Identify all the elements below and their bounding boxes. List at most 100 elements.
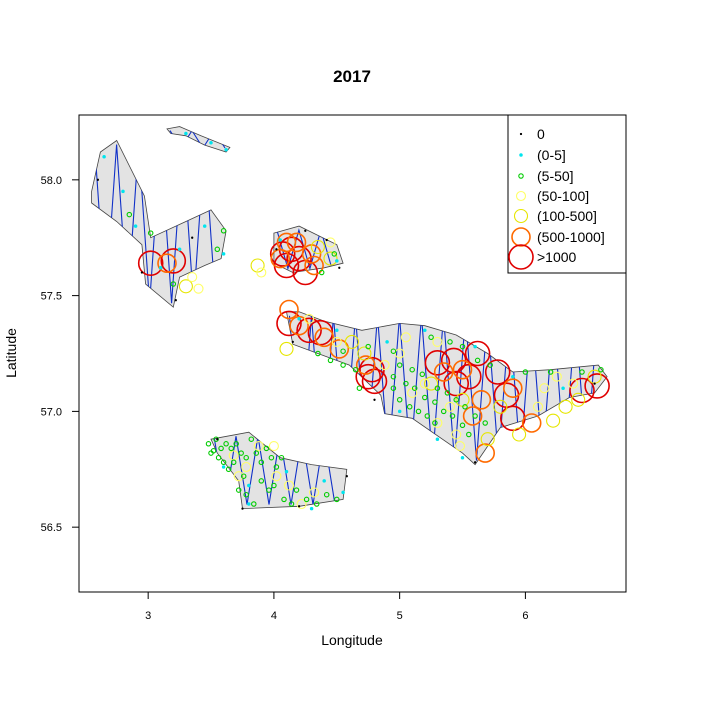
point-550 xyxy=(474,357,481,364)
point-50100 xyxy=(325,237,336,248)
point-550 xyxy=(422,394,428,401)
point-100500 xyxy=(344,334,359,349)
point-0 xyxy=(345,475,348,478)
point-550 xyxy=(240,473,247,479)
point-550 xyxy=(303,496,310,503)
point-550 xyxy=(406,404,413,410)
point-100500 xyxy=(424,376,439,391)
point-50100 xyxy=(193,283,204,294)
point-550 xyxy=(323,491,330,498)
survey-area-north-strip xyxy=(166,126,231,153)
point-550 xyxy=(147,230,154,236)
point-550 xyxy=(230,459,237,466)
point-gt1000 xyxy=(276,310,302,337)
point-50100 xyxy=(233,471,244,482)
point-05 xyxy=(221,252,226,256)
point-50100 xyxy=(187,272,198,283)
point-05 xyxy=(511,374,515,379)
legend-label-1: (0-5] xyxy=(537,147,566,163)
point-5001000 xyxy=(279,299,299,320)
point-5001000 xyxy=(270,248,291,269)
point-550 xyxy=(233,441,239,447)
legend-label-5: (500-1000] xyxy=(537,229,605,245)
point-100500 xyxy=(178,279,193,294)
point-550 xyxy=(238,450,244,456)
point-50100 xyxy=(283,480,295,491)
point-05 xyxy=(435,437,440,441)
point-0 xyxy=(96,178,100,181)
x-tick-label-6: 6 xyxy=(522,610,528,622)
point-550 xyxy=(459,343,466,350)
point-50100 xyxy=(271,471,282,482)
point-50100 xyxy=(296,498,307,510)
point-550 xyxy=(313,501,320,507)
legend-marker-0 xyxy=(519,132,523,136)
point-550 xyxy=(258,478,265,484)
point-550 xyxy=(547,369,554,375)
point-05 xyxy=(460,455,465,460)
point-5001000 xyxy=(286,232,307,253)
point-550 xyxy=(273,464,280,470)
y-tick-label-56.5: 56.5 xyxy=(41,522,62,534)
point-550 xyxy=(225,466,232,473)
point-05 xyxy=(335,259,339,263)
point-550 xyxy=(220,459,227,466)
point-550 xyxy=(453,397,459,403)
x-axis: 3 4 5 6 xyxy=(145,591,528,622)
point-0 xyxy=(373,398,376,401)
catch-points xyxy=(96,131,610,511)
point-05 xyxy=(247,502,251,506)
y-tick-label-57.5: 57.5 xyxy=(41,291,62,303)
point-550 xyxy=(223,441,229,447)
point-05 xyxy=(177,247,182,252)
point-50100 xyxy=(419,378,430,389)
legend-label-4: (100-500] xyxy=(537,208,597,224)
point-50100 xyxy=(304,313,315,324)
point-550 xyxy=(248,436,255,442)
legend-marker-4 xyxy=(513,208,529,224)
point-550 xyxy=(235,487,242,493)
point-50100 xyxy=(241,461,252,473)
point-550 xyxy=(356,385,363,391)
x-tick-label-5: 5 xyxy=(397,610,403,622)
point-550 xyxy=(271,482,277,489)
point-gt1000 xyxy=(137,250,164,277)
point-550 xyxy=(444,390,451,396)
legend-label-0: 0 xyxy=(537,126,545,142)
x-axis-label: Longitude xyxy=(321,632,383,648)
point-50100 xyxy=(444,401,456,412)
point-550 xyxy=(251,501,257,507)
point-0 xyxy=(174,299,177,302)
point-100500 xyxy=(250,258,265,273)
legend-marker-3 xyxy=(515,190,527,202)
point-550 xyxy=(263,445,270,452)
point-5001000 xyxy=(475,443,496,463)
point-gt1000 xyxy=(286,245,312,272)
point-550 xyxy=(482,420,488,426)
point-0 xyxy=(593,382,596,385)
point-550 xyxy=(218,445,224,452)
point-5001000 xyxy=(521,413,542,433)
point-05 xyxy=(158,266,163,270)
point-50100 xyxy=(451,429,462,440)
point-0 xyxy=(304,229,307,232)
point-05 xyxy=(209,141,213,145)
legend: 0 (0-5] (5-50] (50-100] (100-500] (500-1000] >… xyxy=(507,114,627,274)
point-0 xyxy=(325,238,328,242)
point-05 xyxy=(423,328,427,333)
point-gt1000 xyxy=(569,377,595,404)
point-0 xyxy=(216,438,219,441)
point-550 xyxy=(462,404,468,410)
point-550 xyxy=(208,450,214,456)
point-100500 xyxy=(558,399,573,414)
point-05 xyxy=(102,154,106,159)
point-gt1000 xyxy=(296,317,322,344)
point-05 xyxy=(309,506,314,511)
point-05 xyxy=(341,490,345,495)
point-50100 xyxy=(400,332,411,343)
point-50100 xyxy=(454,441,466,452)
x-tick-label-4: 4 xyxy=(271,610,277,622)
point-5001000 xyxy=(304,255,324,276)
point-550 xyxy=(334,496,340,503)
